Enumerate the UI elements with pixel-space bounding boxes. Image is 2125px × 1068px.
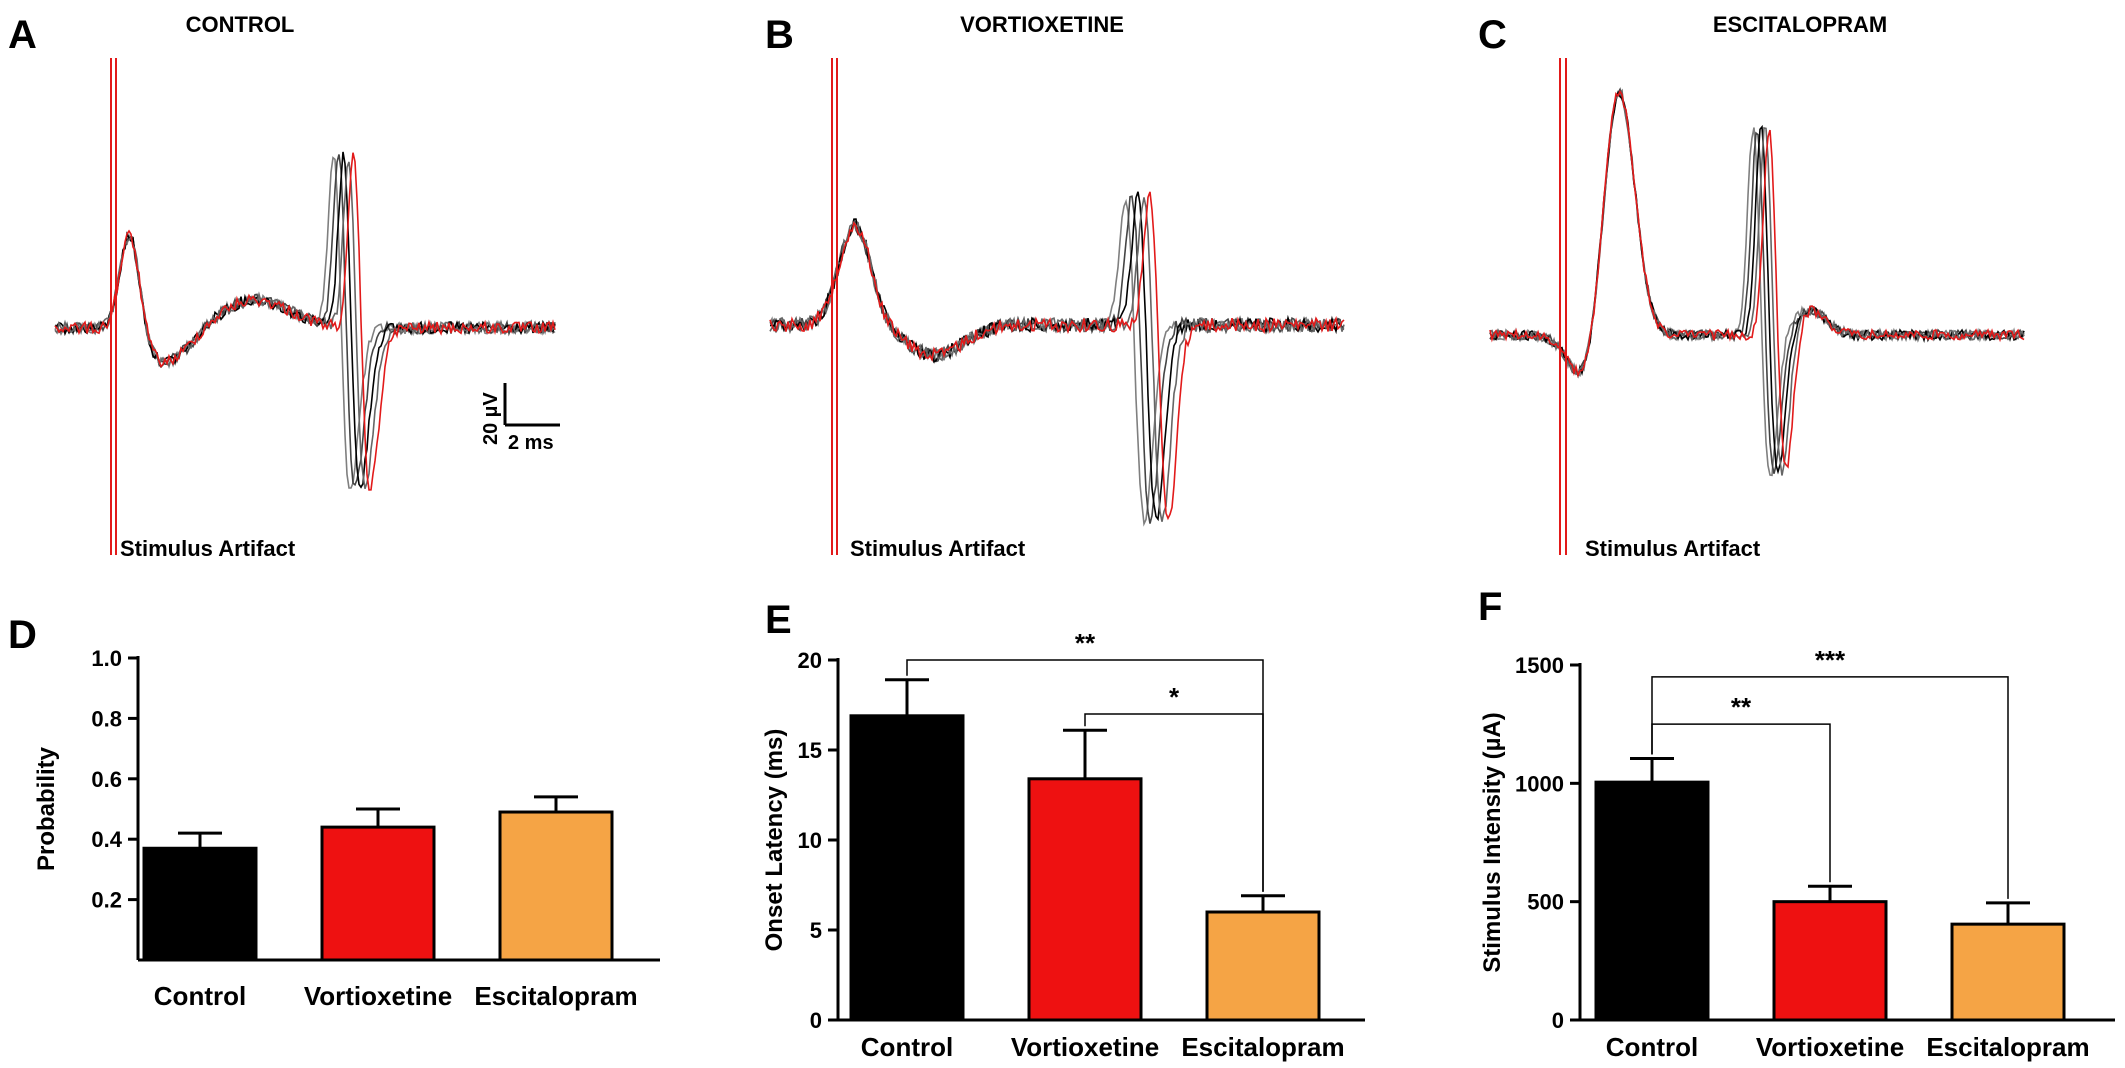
scale-bar-time-label: 2 ms <box>508 432 554 454</box>
y-axis-label-d: Probability <box>33 746 60 871</box>
trace <box>1489 88 2025 476</box>
y-tick-label-e: 20 <box>798 648 822 673</box>
bar-d-escitalopram <box>498 810 614 962</box>
panel-title-c: ESCITALOPRAM <box>1713 12 1887 37</box>
trace <box>54 152 556 491</box>
panel-label-c: C <box>1478 13 1507 57</box>
category-label-d: Escitalopram <box>474 981 637 1011</box>
bar-e-vortioxetine <box>1027 777 1143 1022</box>
trace <box>1489 87 2025 474</box>
traces-b <box>769 58 1345 555</box>
trace <box>769 198 1345 527</box>
bar-e-escitalopram <box>1205 910 1321 1022</box>
trace <box>769 197 1345 522</box>
panel-c: C ESCITALOPRAM Stimulus Artifact <box>1478 12 2025 561</box>
panel-label-b: B <box>765 13 794 57</box>
bar-f-control <box>1594 780 1710 1022</box>
category-label-f: Control <box>1606 1032 1698 1062</box>
bar-f-vortioxetine <box>1772 900 1888 1022</box>
bar-chart-f: 0 500 1000 1500 Stimulus Intensity (µA) Contr… <box>1479 645 2115 1062</box>
panel-label-d: D <box>8 613 37 657</box>
y-tick-label-d: 0.6 <box>91 767 122 792</box>
trace <box>769 195 1345 524</box>
scale-bar: 20 µV 2 ms <box>480 383 560 454</box>
panel-label-a: A <box>8 13 37 57</box>
bar-d-vortioxetine <box>320 825 436 962</box>
category-label-e: Control <box>861 1032 953 1062</box>
y-tick-label-d: 0.8 <box>91 706 122 731</box>
stimulus-artifact-label-c: Stimulus Artifact <box>1585 536 1761 561</box>
panel-a: A CONTROL Stimulus Artifact 20 µV 2 ms <box>8 12 560 561</box>
y-tick-label-e: 10 <box>798 828 822 853</box>
trace <box>769 191 1345 522</box>
y-tick-label-e: 5 <box>810 918 822 943</box>
y-tick-label-f: 500 <box>1527 890 1564 915</box>
bar-d-control <box>142 846 258 962</box>
trace <box>1489 90 2025 475</box>
bar-chart-e: 0 5 10 15 20 Onset Latency (ms) Control Vortiox… <box>761 628 1365 1062</box>
scale-bar-voltage-label: 20 µV <box>480 392 502 445</box>
significance-label-e: ** <box>1075 628 1096 658</box>
bar-chart-d: 0.2 0.4 0.6 0.8 1.0 Probability Control Vortiox… <box>33 646 660 1011</box>
y-axis-label-f: Stimulus Intensity (µA) <box>1479 712 1506 973</box>
panel-b: B VORTIOXETINE Stimulus Artifact <box>765 12 1345 561</box>
panel-title-a: CONTROL <box>186 12 295 37</box>
trace <box>1489 89 2025 469</box>
category-label-f: Escitalopram <box>1926 1032 2089 1062</box>
significance-bracket-f <box>1651 676 2009 899</box>
bar-e-control <box>849 714 965 1022</box>
y-tick-label-f: 0 <box>1552 1008 1564 1033</box>
stimulus-artifact-label-a: Stimulus Artifact <box>120 536 296 561</box>
y-tick-label-d: 0.4 <box>91 827 122 852</box>
category-label-e: Escitalopram <box>1181 1032 1344 1062</box>
panel-label-e: E <box>765 598 792 642</box>
significance-label-f: *** <box>1815 645 1846 675</box>
category-label-d: Vortioxetine <box>304 981 452 1011</box>
significance-label-f: ** <box>1731 692 1752 722</box>
significance-bracket-e <box>1084 713 1264 892</box>
traces-c <box>1489 58 2025 555</box>
y-tick-label-e: 0 <box>810 1008 822 1033</box>
category-label-f: Vortioxetine <box>1756 1032 1904 1062</box>
stimulus-artifact-label-b: Stimulus Artifact <box>850 536 1026 561</box>
panel-label-f: F <box>1478 585 1502 629</box>
significance-label-e: * <box>1169 682 1180 712</box>
trace <box>1489 87 2025 477</box>
category-label-e: Vortioxetine <box>1011 1032 1159 1062</box>
y-tick-label-f: 1500 <box>1515 653 1564 678</box>
bar-f-escitalopram <box>1950 922 2066 1022</box>
panel-title-b: VORTIOXETINE <box>960 12 1124 37</box>
y-axis-label-e: Onset Latency (ms) <box>761 729 788 952</box>
y-tick-label-f: 1000 <box>1515 771 1564 796</box>
traces-a <box>54 58 556 555</box>
y-tick-label-d: 1.0 <box>91 646 122 671</box>
y-tick-label-e: 15 <box>798 738 822 763</box>
trace <box>769 191 1345 521</box>
category-label-d: Control <box>154 981 246 1011</box>
y-tick-label-d: 0.2 <box>91 888 122 913</box>
